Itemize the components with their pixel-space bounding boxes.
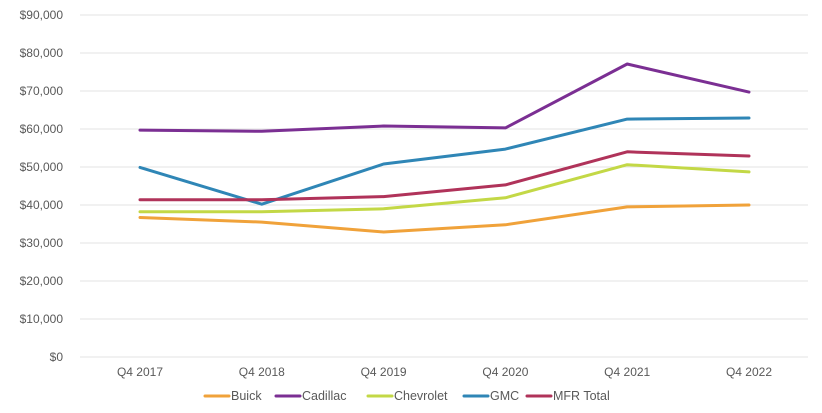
x-tick-label: Q4 2019 [361,365,407,379]
gridlines [80,14,808,358]
x-tick-label: Q4 2021 [604,365,650,379]
x-tick-label: Q4 2017 [117,365,163,379]
y-tick-label: $70,000 [20,84,64,98]
legend: Buick Cadillac Chevrolet GMC MFR Total [203,389,610,403]
y-tick-label: $80,000 [20,46,64,60]
y-tick-label: $20,000 [20,274,64,288]
legend-label-gmc: GMC [490,389,519,403]
y-tick-label: $90,000 [20,8,64,22]
series-line-buick [138,203,751,234]
y-tick-label: $30,000 [20,236,64,250]
x-axis-tick-labels: Q4 2017 Q4 2018 Q4 2019 Q4 2020 Q4 2021 Q4 20… [117,365,772,379]
series-line-chevrolet [138,163,751,214]
y-tick-label: $50,000 [20,160,64,174]
y-axis-tick-labels: $0 $10,000 $20,000 $30,000 $40,000 $50,000 $60… [20,8,64,364]
series-lines [138,62,751,234]
series-line-cadillac [138,62,751,133]
series-line-mfr-total [138,150,751,202]
x-tick-label: Q4 2022 [726,365,772,379]
y-tick-label: $40,000 [20,198,64,212]
legend-label-chevrolet: Chevrolet [394,389,448,403]
y-tick-label: $10,000 [20,312,64,326]
y-tick-label: $60,000 [20,122,64,136]
x-tick-label: Q4 2020 [482,365,528,379]
y-tick-label: $0 [50,350,64,364]
x-tick-label: Q4 2018 [239,365,285,379]
legend-label-mfr-total: MFR Total [553,389,610,403]
series-line-gmc [138,116,751,206]
legend-label-cadillac: Cadillac [302,389,346,403]
legend-label-buick: Buick [231,389,262,403]
